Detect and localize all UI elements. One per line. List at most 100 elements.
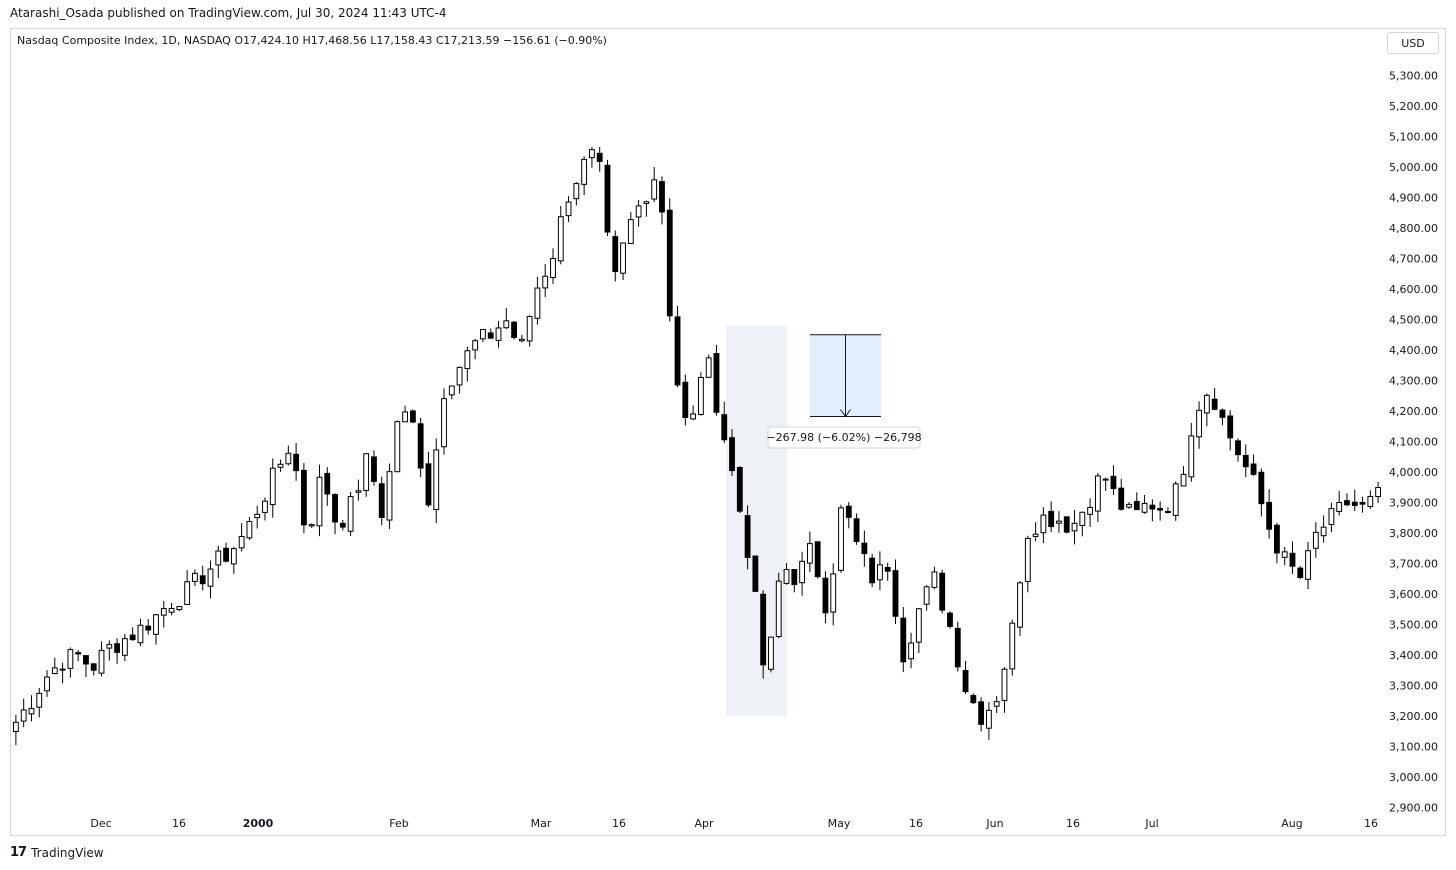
candle <box>409 409 416 424</box>
candle-body <box>378 483 385 518</box>
candle-body <box>363 453 370 491</box>
candle <box>254 505 261 529</box>
candle-body <box>1367 495 1374 507</box>
candle-body <box>1001 668 1008 701</box>
price-tick: 3,700.00 <box>1389 558 1438 571</box>
candle <box>230 546 237 574</box>
candle-body <box>573 183 580 200</box>
candle-body <box>1009 622 1016 670</box>
candle <box>659 176 665 225</box>
candle <box>137 618 144 647</box>
candle-body <box>1274 524 1280 554</box>
candle <box>1141 494 1148 514</box>
candle-body <box>339 522 346 528</box>
candle-body <box>861 542 868 555</box>
candle-body <box>394 421 401 473</box>
candle <box>223 542 229 563</box>
candle <box>674 306 681 388</box>
candle-body <box>347 496 354 532</box>
candle <box>861 530 868 567</box>
candle <box>106 640 113 661</box>
price-tick: 3,000.00 <box>1389 771 1438 784</box>
candle-body <box>1219 409 1226 418</box>
candle <box>433 438 440 524</box>
candle-body <box>674 316 681 386</box>
candle <box>908 632 914 669</box>
candle <box>620 242 626 281</box>
candle-body <box>137 624 144 644</box>
candle-body <box>962 669 969 693</box>
candle-body <box>534 287 541 319</box>
candle-body <box>1133 500 1140 511</box>
candle <box>363 453 370 497</box>
candle <box>651 167 658 203</box>
candle-body <box>1063 516 1070 533</box>
currency-button[interactable]: USD <box>1387 32 1439 54</box>
candle-body <box>651 179 658 200</box>
candle <box>114 638 120 664</box>
candle-body <box>75 652 82 655</box>
candle <box>1001 667 1008 713</box>
price-tick: 3,400.00 <box>1389 649 1438 662</box>
candle-body <box>67 649 74 669</box>
candle <box>542 264 549 298</box>
candle <box>838 504 844 573</box>
candle-body <box>277 463 284 468</box>
candle <box>1118 478 1125 511</box>
candle <box>1149 499 1156 522</box>
candle <box>534 276 541 325</box>
price-tick: 5,200.00 <box>1389 100 1438 113</box>
candle-body <box>1203 394 1210 414</box>
price-axis: 5,300.00 5,200.00 5,100.00 5,000.00 4,900.00… <box>1389 70 1438 815</box>
candle <box>666 198 673 322</box>
candle <box>1133 492 1140 511</box>
candle-body <box>993 701 1000 707</box>
candle-body <box>223 547 229 562</box>
candle-body <box>900 617 907 663</box>
candle-body <box>822 577 829 614</box>
price-tick: 3,200.00 <box>1389 710 1438 723</box>
candle-body <box>923 586 930 605</box>
candle-body <box>775 580 782 638</box>
candle <box>853 513 860 545</box>
candle-body <box>627 219 634 244</box>
candle-body <box>90 663 97 671</box>
candle-body <box>565 201 572 217</box>
candle-body <box>1165 511 1171 514</box>
time-tick: 16 <box>909 817 923 830</box>
candle-body <box>285 452 292 465</box>
candle <box>565 196 572 222</box>
footer-brand: TradingView <box>31 845 104 860</box>
time-tick: 16 <box>612 817 626 830</box>
candle-body <box>371 456 377 482</box>
candle-body <box>1172 483 1179 516</box>
candle <box>962 661 969 695</box>
candle-body <box>1149 504 1156 510</box>
candle <box>697 372 704 416</box>
candle <box>44 670 50 697</box>
candle <box>877 551 883 591</box>
price-tick: 3,300.00 <box>1389 680 1438 693</box>
candle <box>1274 522 1280 564</box>
candle-body <box>1126 503 1132 508</box>
candle <box>1320 515 1327 543</box>
candle-body <box>293 453 300 472</box>
candle <box>596 147 603 172</box>
candle <box>1312 522 1319 558</box>
candle-body <box>1048 510 1055 528</box>
candle-body <box>12 721 19 732</box>
candle-body <box>635 205 642 218</box>
candle <box>394 420 401 473</box>
candle <box>1219 408 1226 426</box>
candle-body <box>596 152 603 162</box>
candle-body <box>557 216 564 262</box>
candle-body <box>464 350 471 370</box>
candle-body <box>783 568 790 584</box>
candle-body <box>355 490 362 493</box>
candle <box>1126 502 1132 509</box>
candle-body <box>697 376 704 415</box>
candle <box>900 607 907 673</box>
candle-body <box>542 275 549 289</box>
candle-body <box>1375 487 1382 498</box>
